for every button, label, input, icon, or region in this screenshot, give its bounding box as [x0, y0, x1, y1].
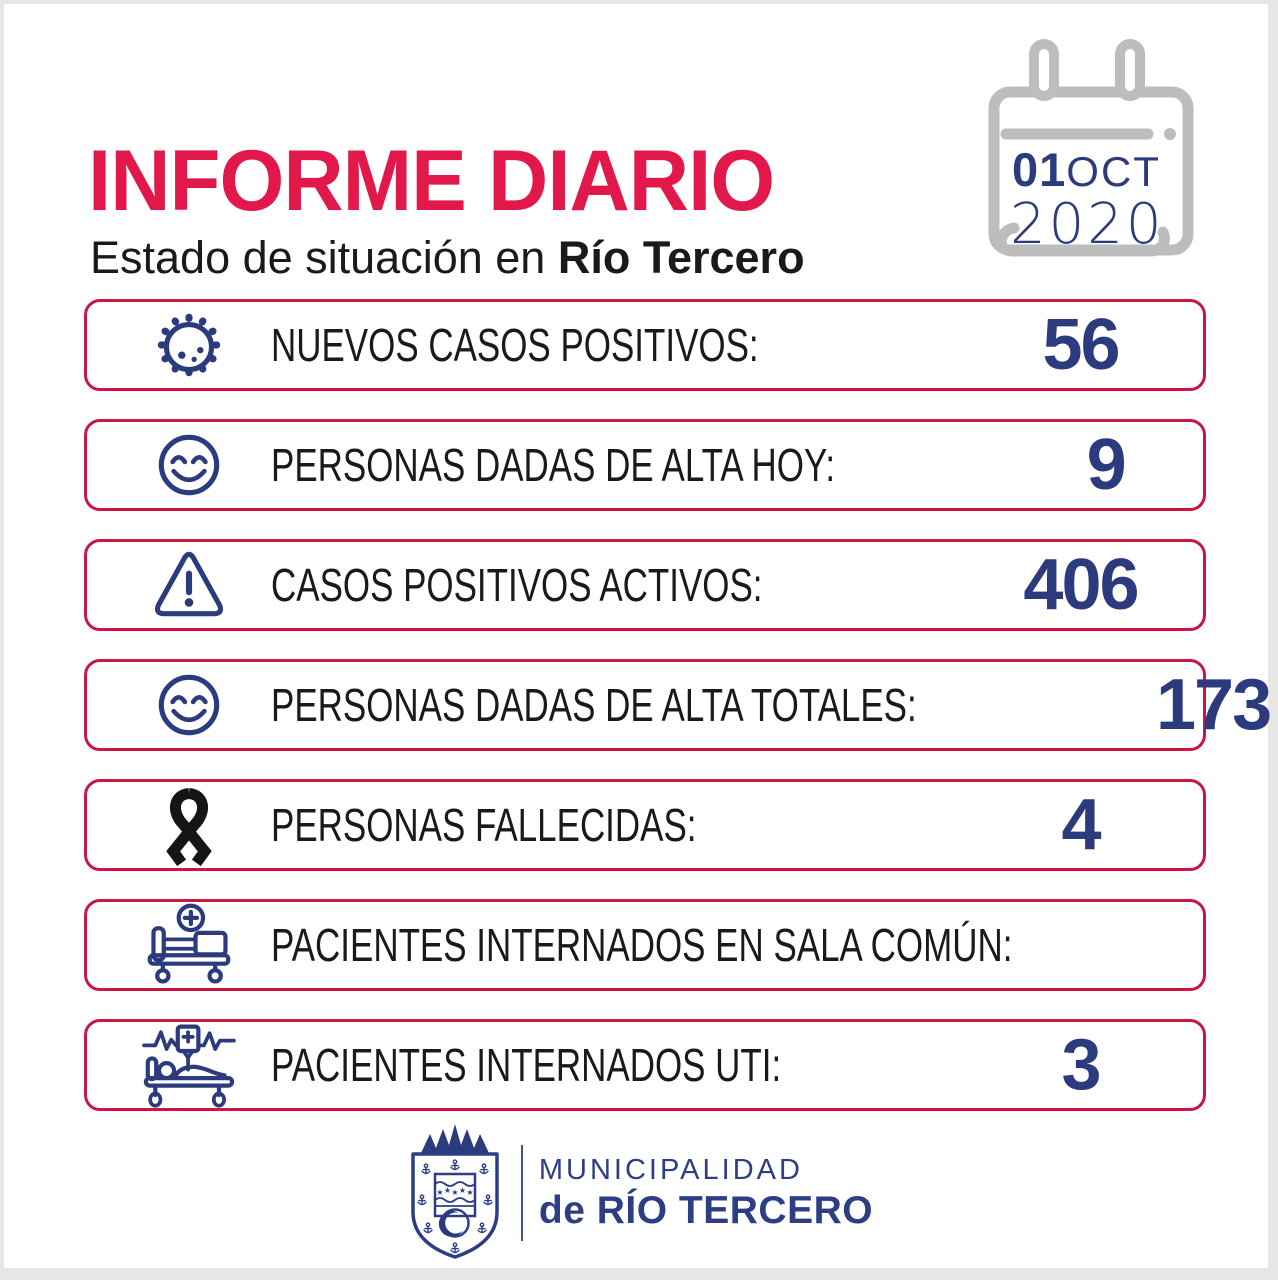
row-value: 56: [1042, 305, 1120, 385]
smiley-icon: [158, 674, 220, 736]
row-internados-sala-comun: PACIENTES INTERNADOS EN SALA COMÚN: 5: [84, 899, 1206, 991]
row-label: PERSONAS FALLECIDAS:: [271, 799, 697, 851]
org-name-line2: de RÍO TERCERO: [538, 1188, 874, 1232]
calendar-year: 2020: [1010, 192, 1165, 257]
row-label: NUEVOS CASOS POSITIVOS:: [271, 319, 759, 371]
page-title: INFORME DIARIO: [88, 133, 775, 229]
row-label: PACIENTES INTERNADOS UTI:: [271, 1039, 782, 1091]
icu-bed-icon: [142, 1024, 236, 1108]
svg-text:★: ★: [451, 1188, 458, 1197]
row-fallecidas: PERSONAS FALLECIDAS: 4: [84, 779, 1206, 871]
hospital-bed-icon: [147, 903, 231, 984]
municipal-shield-icon: ★ ★ ★ ★ ★: [411, 1124, 499, 1259]
row-value: 3: [1061, 1025, 1101, 1105]
row-casos-activos: CASOS POSITIVOS ACTIVOS: 406: [84, 539, 1206, 631]
row-value: 173: [1156, 665, 1272, 745]
virus-icon: [157, 313, 221, 377]
svg-text:★: ★: [459, 1186, 466, 1195]
calendar-month: OCT: [1066, 148, 1161, 195]
row-nuevos-casos: NUEVOS CASOS POSITIVOS: 56: [84, 299, 1206, 391]
svg-text:★: ★: [436, 1188, 443, 1197]
calendar-date: 01OCT: [1012, 142, 1161, 197]
mourning-ribbon-icon: [166, 787, 212, 866]
calendar-icon: [988, 39, 1194, 257]
row-internados-uti: PACIENTES INTERNADOS UTI: 3: [84, 1019, 1206, 1111]
svg-text:★: ★: [444, 1186, 451, 1195]
svg-text:★: ★: [466, 1188, 473, 1197]
row-label: CASOS POSITIVOS ACTIVOS:: [271, 559, 763, 611]
calendar-day: 01: [1012, 143, 1067, 196]
row-value: 5: [1247, 904, 1278, 986]
row-label: PERSONAS DADAS DE ALTA TOTALES:: [271, 679, 917, 731]
subtitle-prefix: Estado de situación en: [90, 232, 558, 283]
smiley-icon: [158, 434, 220, 496]
row-value: 406: [1023, 545, 1139, 625]
stats-list: NUEVOS CASOS POSITIVOS: 56 PERSONAS DADA…: [84, 299, 1272, 1139]
org-name-line1: MUNICIPALIDAD: [538, 1153, 803, 1186]
warning-icon: [154, 551, 224, 617]
row-label: PERSONAS DADAS DE ALTA HOY:: [271, 439, 836, 491]
org-name: MUNICIPALIDAD de RÍO TERCERO: [539, 1154, 873, 1233]
row-altas-totales: PERSONAS DADAS DE ALTA TOTALES: 173: [84, 659, 1272, 751]
row-value: 9: [1086, 425, 1127, 505]
row-label: PACIENTES INTERNADOS EN SALA COMÚN:: [271, 919, 1013, 971]
subtitle-city: Río Tercero: [557, 232, 805, 283]
footer-logo-block: ★ ★ ★ ★ ★ MUNICIPALIDAD de RÍO TERCERO: [4, 1124, 1268, 1262]
report-canvas: INFORME DIARIO Estado de situación en Rí…: [4, 4, 1272, 1268]
page-subtitle: Estado de situación en Río Tercero: [90, 232, 805, 284]
row-value: 4: [1061, 785, 1101, 865]
date-badge: 01OCT 2020: [972, 34, 1212, 282]
row-altas-hoy: PERSONAS DADAS DE ALTA HOY: 9: [84, 419, 1206, 511]
footer-divider: [520, 1145, 523, 1241]
